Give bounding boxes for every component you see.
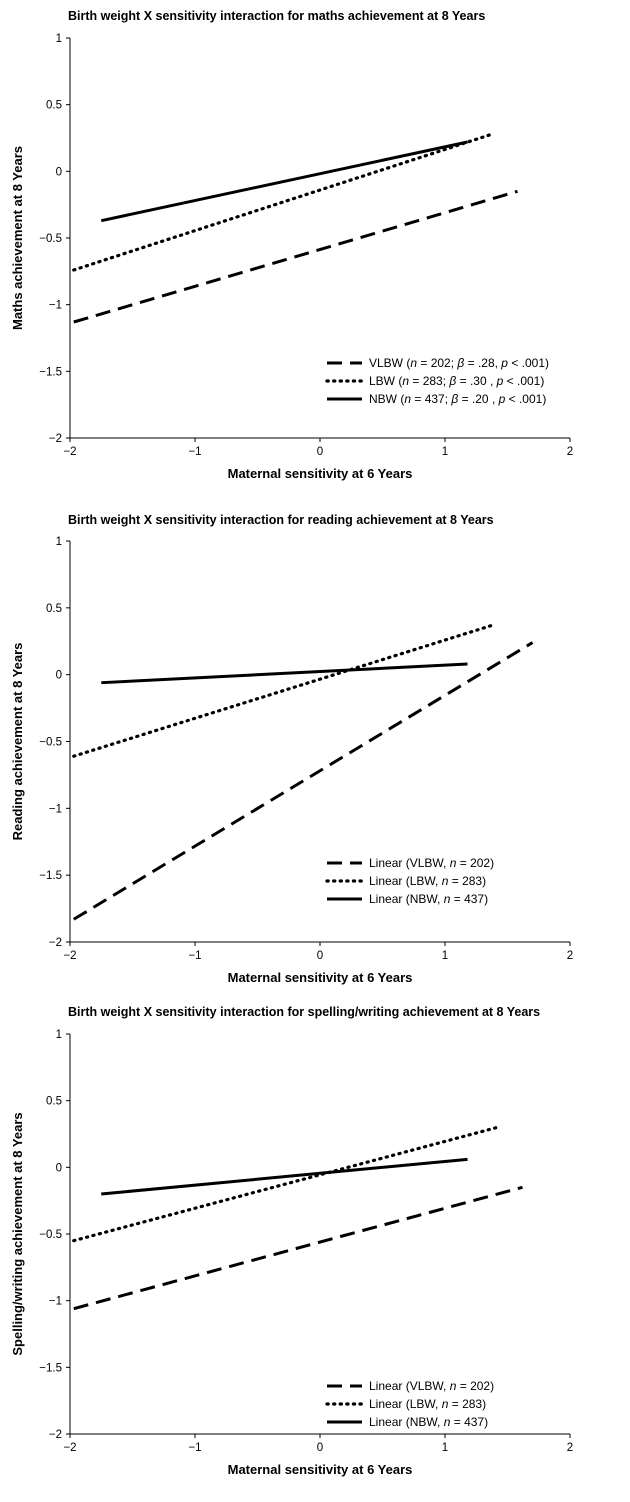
y-tick-label: −1.5 [39, 1362, 62, 1374]
legend: Linear (VLBW, n = 202) Linear (LBW, n = 2… [325, 1379, 494, 1429]
y-tick-label: 0 [56, 670, 62, 682]
y-tick-label: −0.5 [39, 737, 62, 749]
series-line-dotted [72, 132, 495, 272]
series-line-solid [101, 1157, 468, 1196]
x-tick-label: 2 [567, 1442, 573, 1454]
x-tick-label: 0 [317, 950, 323, 962]
series-line-solid [101, 662, 468, 685]
legend-label: LBW (n = 283; β = .30 , p < .001) [369, 374, 544, 388]
x-tick-label: −2 [63, 1442, 76, 1454]
x-tick-label: 1 [442, 950, 448, 962]
legend-label: Linear (LBW, n = 283) [369, 874, 486, 888]
y-tick-label: 0 [56, 166, 62, 178]
y-tick-label: −1 [49, 1296, 62, 1308]
chart-title: Birth weight X sensitivity interaction f… [68, 513, 494, 527]
x-axis-label: Maternal sensitivity at 6 Years [228, 466, 413, 481]
legend: Linear (VLBW, n = 202) Linear (LBW, n = 2… [325, 856, 494, 906]
legend-label: Linear (VLBW, n = 202) [369, 1379, 494, 1393]
y-tick-label: −2 [49, 937, 62, 949]
x-tick-label: 2 [567, 446, 573, 458]
series-line-dashed [72, 641, 534, 921]
y-tick-label: 0.5 [46, 1096, 62, 1108]
y-tick-label: −1 [49, 300, 62, 312]
y-tick-label: 0 [56, 1162, 62, 1174]
y-tick-label: −2 [49, 1429, 62, 1441]
y-tick-label: 0.5 [46, 100, 62, 112]
y-axis-label: Reading achievement at 8 Years [10, 643, 25, 841]
x-axis-label: Maternal sensitivity at 6 Years [228, 1462, 413, 1477]
y-axis-label: Maths achievement at 8 Years [10, 146, 25, 330]
y-tick-label: 1 [56, 536, 62, 548]
y-tick-label: −2 [49, 433, 62, 445]
y-tick-label: −1 [49, 803, 62, 815]
legend: VLBW (n = 202; β = .28, p < .001) LBW (n … [325, 356, 549, 406]
legend-label: Linear (NBW, n = 437) [369, 892, 488, 906]
y-tick-label: −0.5 [39, 233, 62, 245]
y-tick-label: 1 [56, 33, 62, 45]
x-tick-label: 1 [442, 1442, 448, 1454]
x-tick-label: −1 [188, 446, 201, 458]
legend-label: Linear (NBW, n = 437) [369, 1415, 488, 1429]
series-line-dotted [72, 1125, 500, 1243]
x-tick-label: 0 [317, 446, 323, 458]
y-tick-label: 0.5 [46, 603, 62, 615]
y-tick-label: 1 [56, 1029, 62, 1041]
series-line-dashed [73, 189, 518, 324]
chart-panel-1: Birth weight X sensitivity interaction f… [10, 9, 573, 481]
series-line-dashed [73, 1185, 523, 1311]
chart-title: Birth weight X sensitivity interaction f… [68, 9, 485, 23]
x-axis-label: Maternal sensitivity at 6 Years [228, 970, 413, 985]
x-tick-label: −1 [188, 950, 201, 962]
y-tick-label: −0.5 [39, 1229, 62, 1241]
x-tick-label: 2 [567, 950, 573, 962]
x-tick-label: 0 [317, 1442, 323, 1454]
x-tick-label: −2 [63, 446, 76, 458]
x-tick-label: −2 [63, 950, 76, 962]
x-tick-label: 1 [442, 446, 448, 458]
legend-label: Linear (LBW, n = 283) [369, 1397, 486, 1411]
y-tick-label: −1.5 [39, 870, 62, 882]
y-tick-label: −1.5 [39, 366, 62, 378]
chart-panel-3: Birth weight X sensitivity interaction f… [10, 1005, 573, 1477]
legend-label: NBW (n = 437; β = .20 , p < .001) [369, 392, 546, 406]
legend-label: Linear (VLBW, n = 202) [369, 856, 494, 870]
series-line-dotted [72, 623, 495, 758]
legend-label: VLBW (n = 202; β = .28, p < .001) [369, 356, 549, 370]
y-axis-label: Spelling/writing achievement at 8 Years [10, 1112, 25, 1355]
series-line-solid [100, 140, 468, 223]
chart-title: Birth weight X sensitivity interaction f… [68, 1005, 540, 1019]
chart-panel-2: Birth weight X sensitivity interaction f… [10, 513, 573, 985]
x-tick-label: −1 [188, 1442, 201, 1454]
